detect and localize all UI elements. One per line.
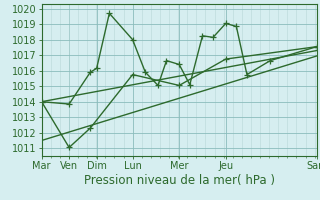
X-axis label: Pression niveau de la mer( hPa ): Pression niveau de la mer( hPa ) xyxy=(84,174,275,187)
